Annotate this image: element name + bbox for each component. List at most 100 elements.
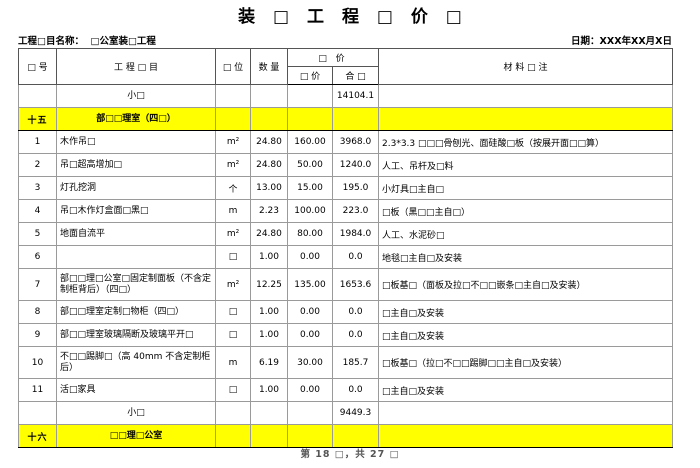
cell-unit-price: 160.00 bbox=[287, 130, 333, 154]
cell-total-price: 0.0 bbox=[332, 300, 379, 324]
cell-no: 十六 bbox=[18, 424, 57, 448]
cell-note: □板基□（面板及拉□不□□嵌条□主自□及安装） bbox=[378, 268, 673, 301]
cell-unit: □ bbox=[215, 245, 251, 269]
column-header-qty: 数 量 bbox=[250, 48, 288, 85]
cell-item: 小□ bbox=[56, 401, 216, 425]
cell-no: 1 bbox=[18, 130, 57, 154]
table-row-subtotal: 小□ 14104.1 bbox=[18, 84, 673, 108]
cell-note: □板基□（拉□不□□踢脚□□主自□及安装） bbox=[378, 346, 673, 379]
cell-total-price bbox=[332, 107, 379, 131]
cell-no: 5 bbox=[18, 222, 57, 246]
column-header-price-group: □ 价 bbox=[287, 48, 379, 67]
cell-no: 2 bbox=[18, 153, 57, 177]
cell-item: 部□□理□公室□固定制面板（不含定制柜背后）（四□） bbox=[56, 268, 216, 301]
cell-unit: 个 bbox=[215, 176, 251, 200]
cell-no: 10 bbox=[18, 346, 57, 379]
table-row: 9 部□□理室玻璃隔断及玻璃平开□ □ 1.00 0.00 0.0 □主自□及安装 bbox=[18, 323, 673, 347]
cell-total-price: 14104.1 bbox=[332, 84, 379, 108]
cell-unit-price bbox=[287, 84, 333, 108]
column-header-unit-price: □ 价 bbox=[287, 66, 333, 85]
cell-note: □主自□及安装 bbox=[378, 323, 673, 347]
cell-no bbox=[18, 401, 57, 425]
cell-note: 人工、水泥砂□ bbox=[378, 222, 673, 246]
page-title: 装 □ 工 程 □ 价 □ bbox=[238, 7, 468, 27]
cell-unit-price: 135.00 bbox=[287, 268, 333, 301]
quotation-table: □ 号 工 程 □ 目 □ 位 数 量 □ 价 材 料 □ 注 □ 价 合 □ … bbox=[18, 48, 673, 448]
cell-note: 地毯□主自□及安装 bbox=[378, 245, 673, 269]
cell-note bbox=[378, 107, 673, 131]
quotation-table-wrap: □ 号 工 程 □ 目 □ 位 数 量 □ 价 材 料 □ 注 □ 价 合 □ … bbox=[18, 48, 673, 448]
table-row-subtotal: 小□ 9449.3 bbox=[18, 401, 673, 425]
header-row-top: □ 号 工 程 □ 目 □ 位 数 量 □ 价 材 料 □ 注 bbox=[18, 48, 673, 85]
cell-item: □□理□公室 bbox=[56, 424, 216, 448]
cell-note: 小灯具□主自□ bbox=[378, 176, 673, 200]
cell-qty: 13.00 bbox=[250, 176, 288, 200]
cell-qty: 24.80 bbox=[250, 153, 288, 177]
cell-total-price bbox=[332, 424, 379, 448]
cell-no: 4 bbox=[18, 199, 57, 223]
cell-qty: 1.00 bbox=[250, 245, 288, 269]
cell-unit: □ bbox=[215, 300, 251, 324]
cell-note: 人工、吊杆及□料 bbox=[378, 153, 673, 177]
cell-item: 活□家具 bbox=[56, 378, 216, 402]
cell-total-price: 1984.0 bbox=[332, 222, 379, 246]
project-name-label: 工程□目名称 bbox=[18, 36, 75, 47]
cell-unit bbox=[215, 424, 251, 448]
cell-total-price: 1240.0 bbox=[332, 153, 379, 177]
cell-unit-price: 15.00 bbox=[287, 176, 333, 200]
table-row: 1 木作吊□ m² 24.80 160.00 3968.0 2.3*3.3 □□□骨刨光、面… bbox=[18, 130, 673, 154]
cell-total-price: 0.0 bbox=[332, 378, 379, 402]
cell-qty: 1.00 bbox=[250, 300, 288, 324]
cell-qty bbox=[250, 107, 288, 131]
document-date: 日期：XXX年XX月X日 bbox=[571, 36, 672, 47]
cell-item bbox=[56, 245, 216, 269]
cell-unit: m bbox=[215, 346, 251, 379]
table-header: □ 号 工 程 □ 目 □ 位 数 量 □ 价 材 料 □ 注 □ 价 合 □ bbox=[18, 48, 673, 85]
cell-item: 部□□理室（四□） bbox=[56, 107, 216, 131]
cell-total-price: 0.0 bbox=[332, 245, 379, 269]
cell-total-price: 185.7 bbox=[332, 346, 379, 379]
quotation-page: 装 □ 工 程 □ 价 □ 工程□目名称： □公室装□工程 日期：XXX年XX月X… bbox=[0, 6, 700, 468]
cell-unit-price: 0.00 bbox=[287, 323, 333, 347]
cell-qty: 24.80 bbox=[250, 222, 288, 246]
cell-item: 灯孔挖洞 bbox=[56, 176, 216, 200]
cell-unit: m bbox=[215, 199, 251, 223]
cell-unit-price: 0.00 bbox=[287, 300, 333, 324]
cell-item: 部□□理室玻璃隔断及玻璃平开□ bbox=[56, 323, 216, 347]
cell-unit-price: 30.00 bbox=[287, 346, 333, 379]
cell-item: 木作吊□ bbox=[56, 130, 216, 154]
cell-unit: m² bbox=[215, 130, 251, 154]
cell-no: 8 bbox=[18, 300, 57, 324]
table-row-section: 十五 部□□理室（四□） bbox=[18, 107, 673, 131]
cell-qty bbox=[250, 401, 288, 425]
table-row: 3 灯孔挖洞个 13.00 15.00 195.0 小灯具□主自□ bbox=[18, 176, 673, 200]
cell-qty: 6.19 bbox=[250, 346, 288, 379]
cell-note bbox=[378, 84, 673, 108]
cell-item: 吊□超高增加□ bbox=[56, 153, 216, 177]
cell-qty bbox=[250, 424, 288, 448]
cell-total-price: 0.0 bbox=[332, 323, 379, 347]
cell-qty bbox=[250, 84, 288, 108]
cell-note bbox=[378, 424, 673, 448]
cell-item: 吊□木作灯盒面□黑□ bbox=[56, 199, 216, 223]
cell-qty: 24.80 bbox=[250, 130, 288, 154]
meta-row: 工程□目名称： □公室装□工程 日期：XXX年XX月X日 bbox=[0, 32, 700, 52]
cell-no: 11 bbox=[18, 378, 57, 402]
cell-unit-price: 0.00 bbox=[287, 378, 333, 402]
cell-unit-price bbox=[287, 401, 333, 425]
project-name-field: 工程□目名称： □公室装□工程 bbox=[18, 32, 156, 52]
page-footer: 第 18 □，共 27 □ bbox=[300, 449, 400, 460]
cell-qty: 2.23 bbox=[250, 199, 288, 223]
column-header-total-price: 合 □ bbox=[332, 66, 379, 85]
table-row: 4 吊□木作灯盒面□黑□ m 2.23 100.00 223.0 □板（黑□□主自□） bbox=[18, 199, 673, 223]
cell-no: 6 bbox=[18, 245, 57, 269]
table-row: 2 吊□超高增加□ m² 24.80 50.00 1240.0 人工、吊杆及□料 bbox=[18, 153, 673, 177]
cell-note: □主自□及安装 bbox=[378, 378, 673, 402]
cell-no: 9 bbox=[18, 323, 57, 347]
cell-unit: □ bbox=[215, 323, 251, 347]
cell-unit-price: 80.00 bbox=[287, 222, 333, 246]
table-row: 11 活□家具 □ 1.00 0.00 0.0 □主自□及安装 bbox=[18, 378, 673, 402]
cell-unit bbox=[215, 401, 251, 425]
cell-unit-price: 50.00 bbox=[287, 153, 333, 177]
cell-unit-price bbox=[287, 424, 333, 448]
